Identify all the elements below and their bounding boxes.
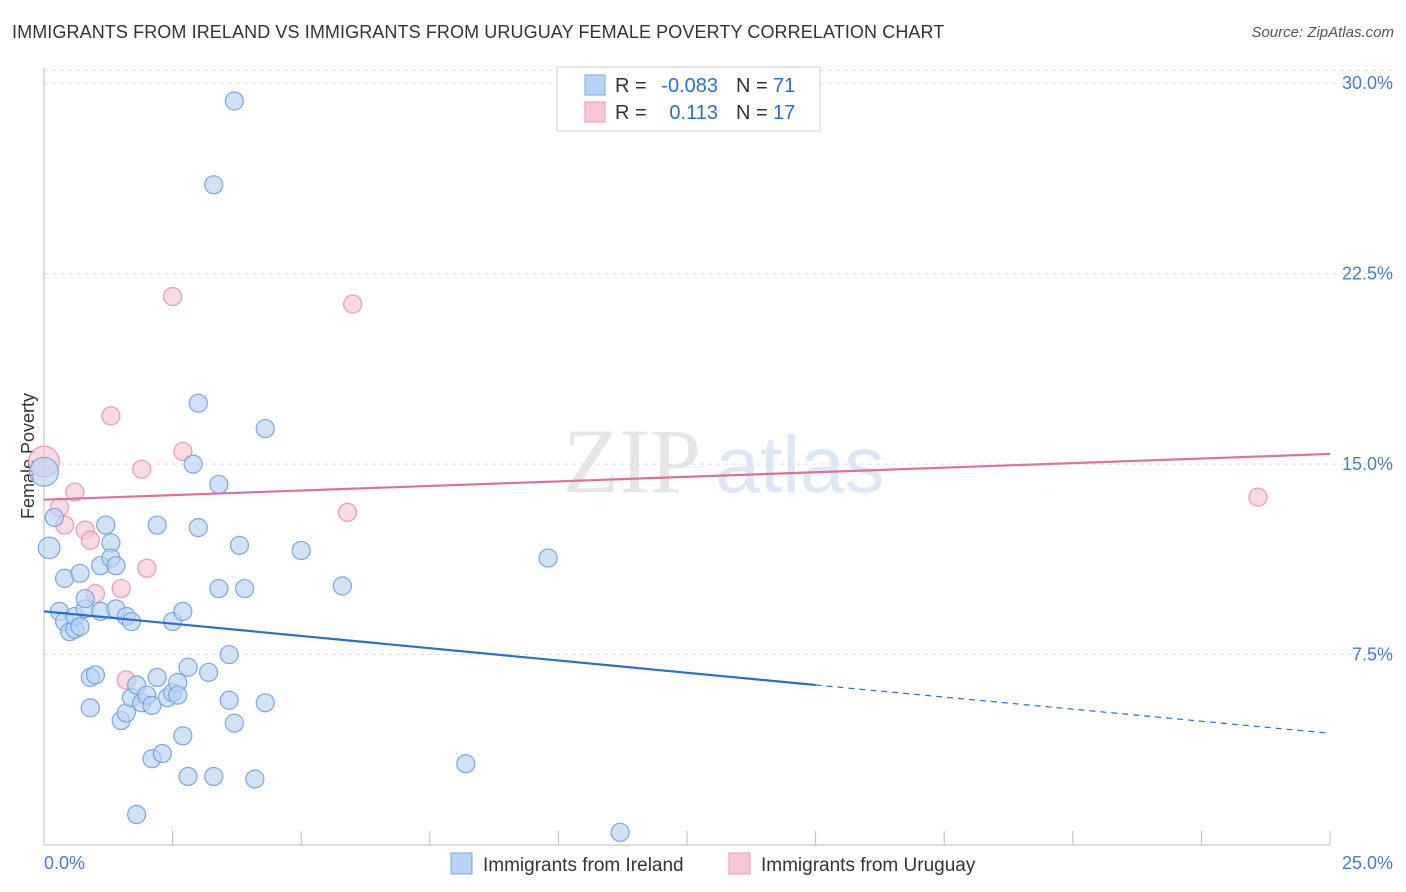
ireland-point [291, 540, 311, 561]
ireland-point [29, 456, 59, 487]
ireland-point [147, 667, 167, 688]
ireland-point [209, 474, 229, 495]
chart-title: IMMIGRANTS FROM IRELAND VS IMMIGRANTS FR… [12, 22, 945, 42]
x-tick-label-min: 0.0% [44, 853, 85, 873]
y-tick-label: 15.0% [1342, 454, 1393, 474]
uruguay-point [173, 441, 193, 462]
legend-ireland-swatch [584, 74, 606, 96]
series-legend: Immigrants from Ireland Immigrants from … [450, 852, 976, 876]
ireland-point [44, 507, 64, 528]
legend-ireland-n-value: 71 [773, 75, 795, 97]
ireland-point [188, 393, 208, 413]
ireland-point [235, 578, 255, 599]
ireland-point [142, 695, 162, 715]
y-tick-label: 30.0% [1342, 73, 1393, 93]
ireland-point [188, 517, 208, 538]
ireland-point [255, 693, 275, 713]
watermark-zip: ZIP [563, 410, 701, 512]
bottom-legend-ireland-label: Immigrants from Ireland [483, 855, 684, 876]
ireland-point [204, 175, 224, 195]
uruguay-point [65, 482, 85, 502]
ireland-point [229, 535, 250, 555]
stats-legend: R = -0.083 N = 71 R = 0.113 N = 17 [556, 66, 821, 132]
ireland-point [610, 822, 630, 842]
ireland-point [204, 766, 224, 787]
trend-lines [43, 452, 1331, 734]
chart-source: Source: ZipAtlas.com [1251, 24, 1394, 41]
ireland-point [209, 578, 229, 599]
ireland-point [538, 548, 558, 568]
bottom-legend-uruguay-label: Immigrants from Uruguay [761, 855, 976, 876]
ireland-point [147, 515, 167, 535]
legend-ireland-n-label: N = [736, 75, 768, 97]
bottom-legend-ireland-swatch [450, 852, 473, 875]
watermark: ZIP atlas [563, 410, 884, 512]
ireland-point [224, 713, 244, 733]
uruguay-point [111, 578, 131, 599]
ireland-point [173, 726, 193, 746]
uruguay-point [337, 502, 358, 522]
ireland-point [126, 804, 147, 825]
ireland-point [456, 754, 476, 774]
ireland-point [37, 536, 61, 560]
legend-uruguay-n-label: N = [736, 102, 768, 124]
ireland-points [29, 91, 630, 842]
uruguay-point [163, 286, 183, 307]
ireland-point [168, 685, 188, 705]
legend-ireland-r-label: R = [615, 75, 647, 97]
y-axis-tick-labels: 7.5% 15.0% 22.5% 30.0% [1342, 73, 1393, 664]
uruguay-point [80, 530, 100, 550]
y-tick-label: 7.5% [1352, 645, 1393, 665]
ireland-trend-extension [815, 684, 1331, 734]
bottom-legend-uruguay-swatch [728, 852, 751, 875]
y-tick-label: 22.5% [1342, 264, 1393, 284]
ireland-trend-line [43, 610, 816, 687]
uruguay-trend-line [43, 452, 1331, 501]
uruguay-point [101, 406, 121, 426]
legend-uruguay-r-value: 0.113 [669, 102, 718, 124]
uruguay-point [137, 558, 157, 578]
ireland-point [178, 766, 198, 787]
x-tick-label-max: 25.0% [1342, 853, 1393, 873]
ireland-point [224, 91, 244, 111]
ireland-point [121, 611, 142, 632]
ireland-point [70, 617, 90, 637]
legend-uruguay-n-value: 17 [773, 102, 795, 124]
ireland-point [106, 556, 126, 576]
uruguay-point [343, 294, 363, 314]
ireland-point [152, 743, 172, 764]
ireland-point [199, 662, 219, 682]
ireland-point [75, 589, 95, 609]
y-axis-title: Female Poverty [18, 393, 38, 519]
ireland-point [219, 690, 239, 710]
ireland-point [255, 418, 275, 439]
uruguay-point [132, 459, 152, 479]
ireland-point [80, 698, 100, 718]
ireland-point [70, 563, 90, 583]
grid-lines [44, 70, 1392, 656]
ireland-point [178, 657, 198, 677]
ireland-point [96, 515, 116, 535]
ireland-point [219, 644, 239, 665]
legend-uruguay-r-label: R = [615, 102, 647, 124]
x-axis-ticks [43, 831, 1331, 845]
ireland-point [173, 601, 193, 621]
legend-uruguay-swatch [584, 101, 606, 123]
x-axis-tick-labels: 0.0% 25.0% [44, 853, 1393, 873]
ireland-point [85, 665, 106, 685]
uruguay-point [1248, 487, 1268, 507]
ireland-point [245, 769, 265, 789]
legend-ireland-r-value: -0.083 [661, 75, 718, 97]
ireland-point [332, 576, 352, 596]
ireland-point [183, 454, 203, 474]
